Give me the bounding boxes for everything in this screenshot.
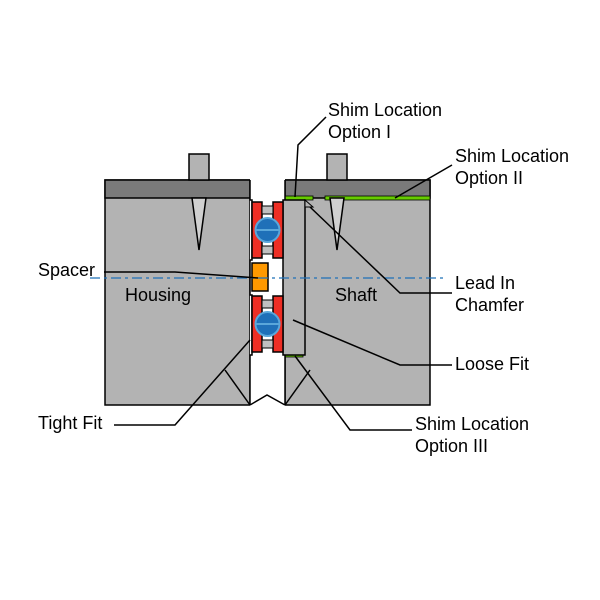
bearing-lower [252,296,283,352]
label-shim1: Shim Location Option I [328,100,442,143]
label-housing: Housing [125,285,191,307]
label-shim2: Shim Location Option II [455,146,569,189]
label-leadin: Lead In Chamfer [455,273,524,316]
bolt-left-head [189,154,209,180]
bearing-upper [252,202,283,258]
label-shaft: Shaft [335,285,377,307]
label-loose: Loose Fit [455,354,529,376]
bolt-right-head [327,154,347,180]
label-tight: Tight Fit [38,413,102,435]
shaft-top-layer [285,180,430,198]
label-spacer: Spacer [38,260,95,282]
label-shim3: Shim Location Option III [415,414,529,457]
housing-top-layer [105,180,250,198]
